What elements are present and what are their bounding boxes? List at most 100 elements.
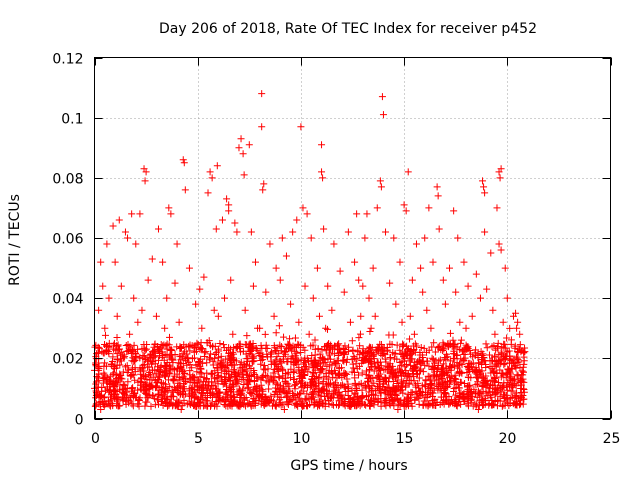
data-point: [126, 330, 134, 338]
data-point: [203, 374, 211, 382]
data-point: [382, 396, 390, 404]
data-point: [112, 394, 120, 402]
data-point: [171, 350, 179, 358]
data-point: [434, 386, 442, 394]
data-point: [502, 397, 510, 405]
data-point: [341, 346, 349, 354]
data-point: [128, 357, 136, 365]
data-point: [289, 228, 297, 236]
data-point: [162, 380, 170, 388]
data-point: [463, 368, 471, 376]
data-point: [95, 400, 103, 408]
data-point: [381, 377, 389, 385]
data-point: [231, 219, 239, 227]
data-point: [239, 374, 247, 382]
data-point: [330, 240, 338, 248]
data-point: [362, 355, 370, 363]
data-point: [212, 349, 220, 357]
data-point: [165, 376, 173, 384]
data-point: [95, 344, 103, 352]
data-point: [243, 367, 251, 375]
data-point: [193, 379, 201, 387]
data-point: [402, 207, 410, 215]
points-layer: [91, 90, 529, 413]
data-point: [345, 385, 353, 393]
data-point: [166, 363, 174, 371]
data-point: [333, 391, 341, 399]
data-point: [240, 171, 248, 179]
data-point: [97, 405, 105, 413]
data-point: [459, 392, 467, 400]
data-point: [167, 346, 175, 354]
data-point: [350, 398, 358, 406]
data-point: [207, 385, 215, 393]
data-point: [272, 264, 280, 272]
data-point: [433, 398, 441, 406]
data-point: [440, 386, 448, 394]
data-point: [202, 397, 210, 405]
data-point: [186, 341, 194, 349]
data-point: [194, 399, 202, 407]
data-point: [180, 385, 188, 393]
data-point: [476, 390, 484, 398]
data-point: [374, 372, 382, 380]
data-point: [214, 369, 222, 377]
data-point: [499, 401, 507, 409]
data-point: [451, 371, 459, 379]
data-point: [161, 373, 169, 381]
data-point: [140, 352, 148, 360]
data-point: [193, 402, 201, 410]
data-point: [328, 306, 336, 314]
data-point: [139, 383, 147, 391]
data-point: [402, 351, 410, 359]
data-point: [243, 361, 251, 369]
data-point: [198, 382, 206, 390]
data-point: [520, 348, 528, 356]
data-point: [353, 355, 361, 363]
data-point: [494, 386, 502, 394]
data-point: [92, 401, 100, 409]
data-point: [223, 360, 231, 368]
data-point: [481, 400, 489, 408]
data-point: [496, 382, 504, 390]
data-point: [301, 395, 309, 403]
data-point: [101, 387, 109, 395]
data-point: [116, 370, 124, 378]
data-point: [474, 405, 482, 413]
data-point: [329, 370, 337, 378]
data-point: [435, 342, 443, 350]
data-point: [368, 382, 376, 390]
data-point: [369, 264, 377, 272]
data-point: [320, 359, 328, 367]
data-point: [173, 370, 181, 378]
data-point: [318, 386, 326, 394]
data-point: [343, 375, 351, 383]
data-point: [163, 345, 171, 353]
data-point: [115, 216, 123, 224]
data-point: [378, 346, 386, 354]
data-point: [341, 384, 349, 392]
data-point: [234, 377, 242, 385]
data-point: [188, 389, 196, 397]
data-point: [397, 397, 405, 405]
y-tick-label: 0.08: [52, 172, 83, 188]
data-point: [258, 386, 266, 394]
data-point: [371, 362, 379, 370]
data-point: [476, 294, 484, 302]
data-point: [400, 201, 408, 209]
data-point: [96, 391, 104, 399]
data-point: [511, 401, 519, 409]
data-point: [92, 359, 100, 367]
data-point: [399, 341, 407, 349]
data-point: [437, 346, 445, 354]
data-point: [151, 348, 159, 356]
data-point: [398, 378, 406, 386]
data-point: [470, 368, 478, 376]
data-point: [273, 353, 281, 361]
data-point: [496, 174, 504, 182]
data-point: [154, 225, 162, 233]
data-point: [309, 294, 317, 302]
data-point: [151, 401, 159, 409]
data-point: [192, 300, 200, 308]
data-point: [101, 393, 109, 401]
